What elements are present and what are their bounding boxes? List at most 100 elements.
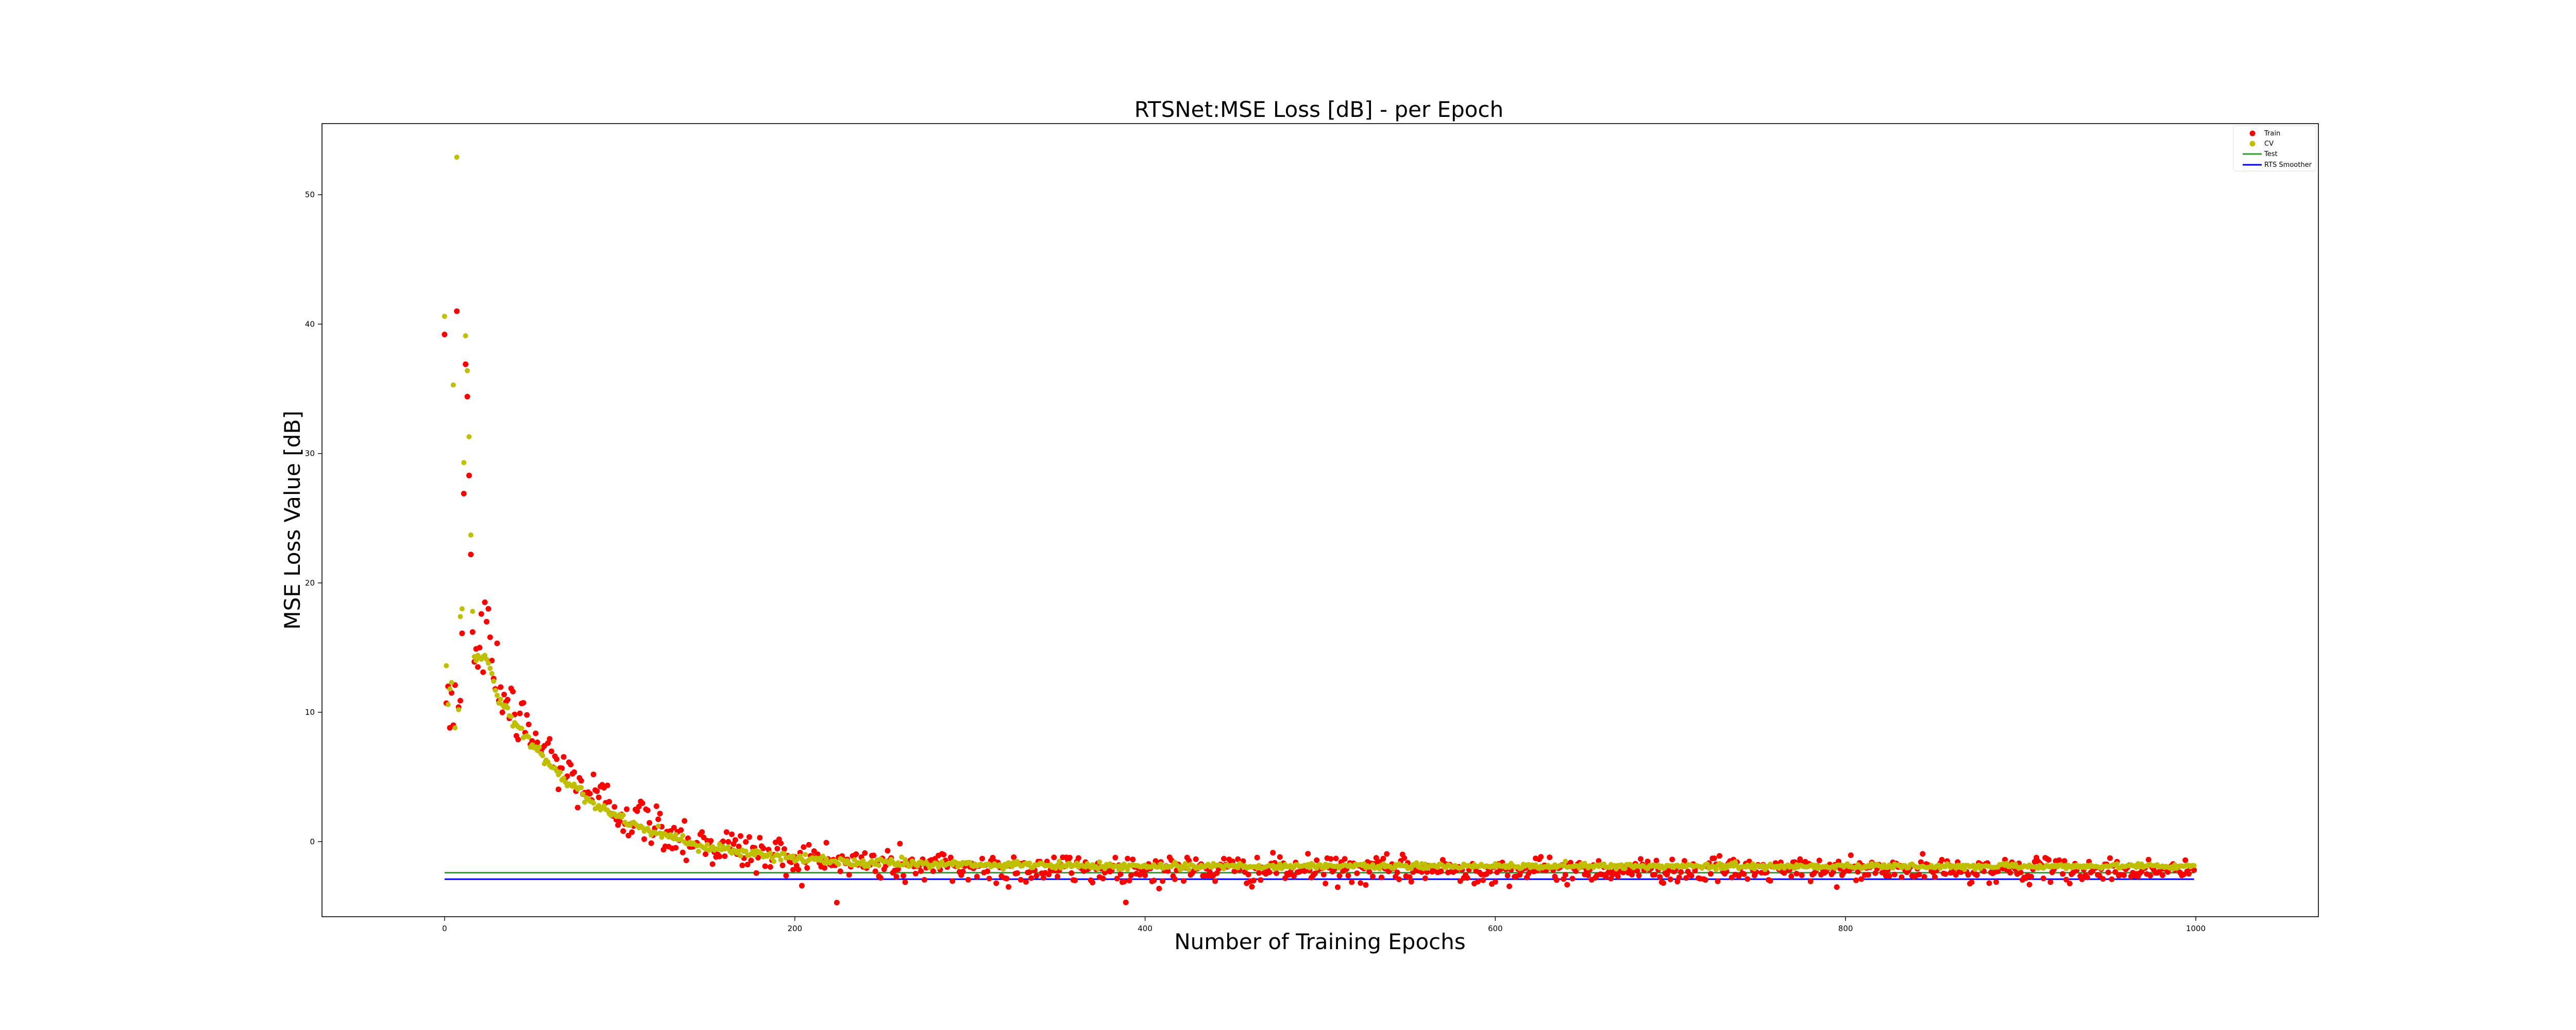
train-point <box>1028 875 1035 881</box>
cv-point <box>580 791 586 797</box>
cv-point <box>2114 861 2120 867</box>
train-point <box>2028 873 2034 880</box>
train-point <box>1335 884 1341 890</box>
train-point <box>501 692 507 698</box>
train-point <box>877 875 884 881</box>
train-point <box>736 844 742 850</box>
train-point <box>683 857 689 864</box>
train-point <box>520 700 527 706</box>
train-point <box>482 599 488 605</box>
train-point <box>1848 852 1854 859</box>
train-point <box>480 669 486 675</box>
train-point <box>1235 856 1241 862</box>
cv-point <box>1713 867 1719 872</box>
train-point <box>979 855 985 862</box>
train-point <box>723 829 730 835</box>
train-point <box>468 552 474 558</box>
train-point <box>1711 855 1717 862</box>
train-point <box>1676 874 1682 881</box>
legend-box <box>2233 125 2316 171</box>
train-point <box>1408 879 1414 885</box>
cv-point <box>836 862 841 867</box>
train-point <box>862 850 868 856</box>
cv-point <box>590 800 596 806</box>
train-point <box>524 712 530 718</box>
plot-frame <box>321 123 2319 917</box>
train-point <box>1349 879 1355 885</box>
train-point <box>1492 879 1498 885</box>
cv-point <box>1563 859 1568 864</box>
train-point <box>606 799 612 805</box>
train-point <box>1004 876 1010 882</box>
x-tick-label: 0 <box>442 924 447 933</box>
train-point <box>720 838 726 845</box>
train-point <box>1921 873 1927 880</box>
train-point <box>484 619 489 625</box>
train-point <box>774 846 781 852</box>
train-point <box>985 868 991 874</box>
train-point <box>1258 877 1264 883</box>
cv-point <box>1158 861 1164 867</box>
train-point <box>2060 871 2066 877</box>
train-point <box>475 664 481 670</box>
train-point <box>1254 854 1260 861</box>
train-point <box>1370 873 1376 880</box>
cv-point <box>620 812 626 818</box>
train-point <box>837 868 843 874</box>
train-point <box>722 853 728 859</box>
train-point <box>853 851 859 857</box>
train-point <box>757 835 763 841</box>
train-point <box>1916 871 1922 878</box>
train-point <box>1230 859 1235 865</box>
train-point <box>1354 870 1360 877</box>
train-point <box>1151 878 1157 884</box>
train-point <box>1858 876 1865 882</box>
train-point <box>590 771 597 778</box>
train-point <box>625 833 632 838</box>
train-point <box>2040 876 2046 882</box>
train-point <box>1055 873 1061 880</box>
train-point <box>804 865 810 871</box>
y-tick-label: 30 <box>305 449 315 458</box>
train-point <box>1323 881 1329 886</box>
train-point <box>1011 854 1017 860</box>
train-point <box>1212 878 1218 884</box>
train-point <box>1270 850 1276 856</box>
cv-point <box>465 368 470 373</box>
cv-point <box>444 663 449 668</box>
cv-point <box>1890 865 1895 871</box>
train-point <box>1538 854 1544 860</box>
train-point <box>1051 854 1057 861</box>
cv-point <box>2191 863 2197 868</box>
train-point <box>1266 869 1273 876</box>
train-point <box>893 873 900 880</box>
train-point <box>2061 858 2067 864</box>
cv-point <box>505 705 511 711</box>
train-point <box>1277 854 1283 860</box>
y-tick-label: 0 <box>310 837 315 846</box>
train-point <box>1487 869 1493 874</box>
cv-point <box>1307 865 1313 870</box>
train-point <box>629 829 635 835</box>
train-point <box>2109 876 2115 882</box>
cv-point <box>463 333 468 338</box>
train-point <box>678 827 684 833</box>
cv-point <box>561 776 567 781</box>
series-cv-markers <box>442 154 2197 872</box>
train-point <box>1282 875 1288 881</box>
train-point <box>1942 871 1948 877</box>
train-point <box>1464 875 1470 881</box>
train-point <box>806 842 812 848</box>
train-point <box>1682 858 1687 864</box>
train-point <box>930 868 936 874</box>
train-point <box>578 778 584 784</box>
train-point <box>1920 851 1926 857</box>
x-axis-label: Number of Training Epochs <box>1174 929 1465 954</box>
train-point <box>960 868 966 874</box>
train-point <box>574 804 581 811</box>
train-point <box>548 748 554 754</box>
cv-point <box>470 609 476 614</box>
cv-point <box>696 849 701 854</box>
train-point <box>2046 857 2052 863</box>
train-point <box>1872 870 1878 876</box>
